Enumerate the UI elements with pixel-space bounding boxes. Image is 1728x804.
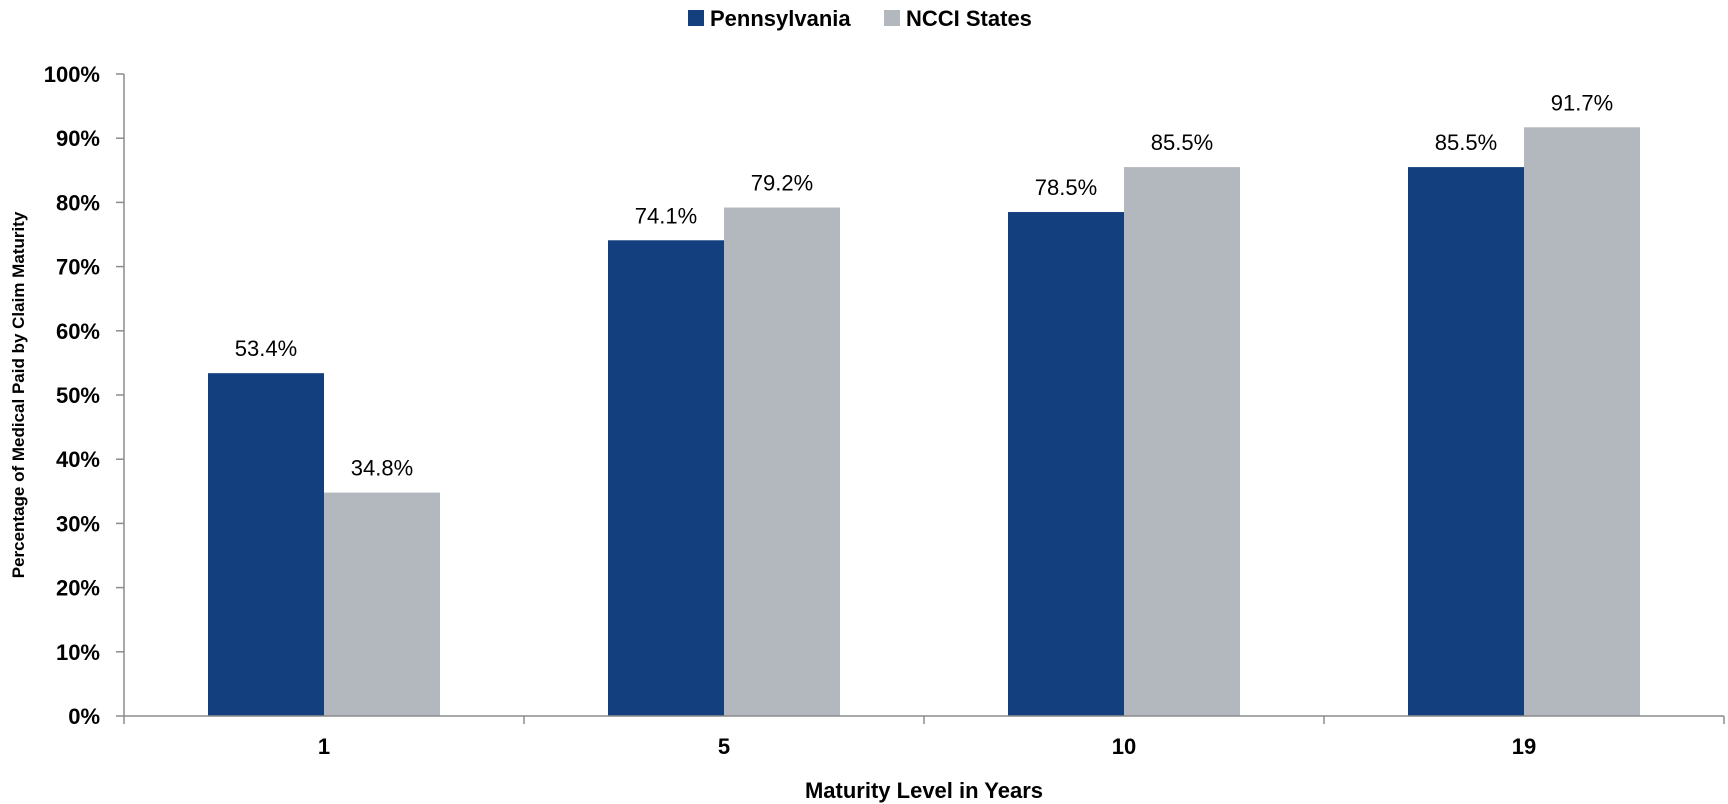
y-tick-label: 10% xyxy=(56,640,100,665)
data-labels: 53.4% 74.1% 78.5% 85.5% 34.8% 79.2% 85.5% 91.7% xyxy=(235,90,1613,480)
data-label-pennsylvania: 53.4% xyxy=(235,336,297,361)
y-tick-label: 0% xyxy=(68,704,100,729)
legend-swatch-ncci-states xyxy=(884,10,900,26)
data-label-ncci-states: 79.2% xyxy=(751,171,813,196)
legend-label-pennsylvania: Pennsylvania xyxy=(710,6,851,31)
x-tick-label: 1 xyxy=(318,734,330,759)
x-axis-title: Maturity Level in Years xyxy=(805,778,1043,803)
y-tick-label: 50% xyxy=(56,383,100,408)
data-label-ncci-states: 91.7% xyxy=(1551,90,1613,115)
y-tick-label: 40% xyxy=(56,447,100,472)
x-tick-label: 10 xyxy=(1112,734,1136,759)
data-label-pennsylvania: 85.5% xyxy=(1435,130,1497,155)
legend-label-ncci-states: NCCI States xyxy=(906,6,1032,31)
y-tick-label: 70% xyxy=(56,255,100,280)
bar-pennsylvania xyxy=(608,240,724,716)
bar-marks xyxy=(208,127,1640,717)
x-tick-label: 19 xyxy=(1512,734,1536,759)
bar-pennsylvania xyxy=(1008,212,1124,716)
bar-ncci-states xyxy=(324,492,440,716)
bar-pennsylvania xyxy=(208,373,324,716)
y-tick-label: 100% xyxy=(44,62,100,87)
x-tick-label: 5 xyxy=(718,734,730,759)
bar-ncci-states xyxy=(724,207,840,716)
y-tick-label: 80% xyxy=(56,190,100,215)
bar-ncci-states xyxy=(1524,127,1640,716)
chart-legend: Pennsylvania NCCI States xyxy=(688,6,1032,31)
x-axis-ticks: 1 5 10 19 xyxy=(123,716,1725,759)
data-label-ncci-states: 85.5% xyxy=(1151,130,1213,155)
y-tick-label: 60% xyxy=(56,319,100,344)
bar-pennsylvania xyxy=(1408,167,1524,717)
data-label-pennsylvania: 78.5% xyxy=(1035,175,1097,200)
data-label-ncci-states: 34.8% xyxy=(351,456,413,481)
y-axis-ticks: 0% 10% 20% 30% 40% 50% 60% 70% 80% 90% 100% xyxy=(44,62,124,729)
y-axis-title: Percentage of Medical Paid by Claim Matu… xyxy=(9,211,28,578)
legend-swatch-pennsylvania xyxy=(688,10,704,26)
y-tick-label: 20% xyxy=(56,576,100,601)
bar-ncci-states xyxy=(1124,167,1240,717)
data-label-pennsylvania: 74.1% xyxy=(635,203,697,228)
y-tick-label: 90% xyxy=(56,126,100,151)
y-tick-label: 30% xyxy=(56,511,100,536)
